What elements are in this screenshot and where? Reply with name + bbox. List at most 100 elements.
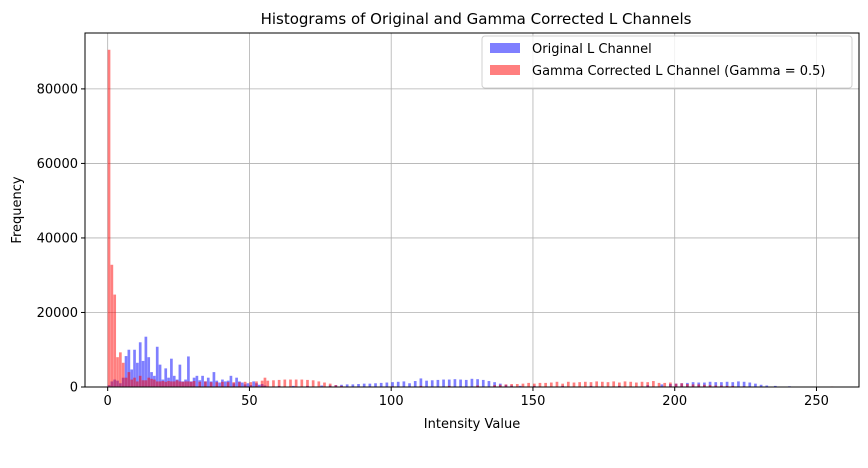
histogram-bar	[476, 379, 479, 387]
histogram-bar	[436, 379, 440, 387]
histogram-bar	[759, 384, 763, 387]
histogram-bar	[121, 362, 125, 387]
histogram-bar	[601, 381, 604, 387]
histogram-bar	[178, 381, 182, 387]
histogram-bar	[493, 382, 496, 387]
histogram-bar	[212, 372, 216, 387]
histogram-bar	[595, 381, 599, 387]
legend-swatch-gamma	[490, 65, 520, 75]
bars-layer	[107, 49, 834, 387]
histogram-bar	[215, 382, 219, 387]
histogram-bar	[487, 381, 491, 387]
histogram-bar	[187, 381, 190, 387]
histogram-bar	[731, 385, 735, 387]
histogram-bar	[127, 349, 131, 387]
histogram-bar	[272, 380, 275, 387]
histogram-bar	[204, 381, 207, 387]
histogram-bar	[476, 385, 479, 387]
histogram-bar	[629, 381, 633, 387]
x-axis-label: Intensity Value	[424, 417, 520, 432]
histogram-bar	[155, 346, 159, 387]
histogram-bar	[538, 382, 542, 387]
histogram-bar	[328, 383, 332, 387]
histogram-bar	[646, 382, 650, 387]
histogram-bar	[257, 384, 261, 387]
histogram-bar	[385, 382, 389, 387]
histogram-bar	[765, 385, 769, 387]
histogram-bar	[515, 384, 519, 387]
histogram-bar	[447, 379, 451, 387]
histogram-bar	[232, 382, 236, 387]
histogram-bar	[773, 385, 777, 387]
histogram-bar	[150, 378, 153, 387]
histogram-bar	[748, 382, 752, 387]
histogram-bar	[246, 383, 250, 387]
histogram-bar	[413, 381, 417, 387]
x-tick-label: 0	[104, 394, 112, 409]
legend-box	[481, 35, 853, 89]
histogram-bar	[532, 383, 536, 387]
histogram-bar	[116, 357, 119, 387]
histogram-bar	[703, 384, 706, 387]
histogram-bar	[544, 382, 547, 387]
histogram-bar	[572, 382, 576, 387]
histogram-bar	[260, 380, 264, 387]
histogram-bar	[618, 382, 621, 387]
histogram-bar	[155, 381, 159, 387]
histogram-bar	[164, 381, 168, 387]
histogram-bar	[311, 380, 315, 387]
histogram-bar	[442, 379, 445, 387]
histogram-bar	[660, 384, 664, 387]
histogram-bar	[124, 377, 128, 387]
y-tick-label: 80000	[37, 82, 78, 97]
histogram-bar	[391, 382, 394, 387]
histogram-bar	[419, 378, 423, 387]
histogram-bar	[130, 379, 134, 387]
histogram-bar	[635, 382, 638, 387]
plot-area-frame	[84, 32, 860, 388]
histogram-bar	[229, 375, 233, 387]
histogram-bar	[170, 381, 173, 387]
histogram-bar	[589, 382, 593, 387]
legend: Original L Channel Gamma Corrected L Cha…	[481, 35, 853, 89]
histogram-bar	[158, 364, 162, 387]
histogram-bar	[731, 382, 735, 387]
histogram-bar	[657, 382, 661, 387]
histogram-bar	[691, 384, 695, 387]
histogram-bar	[167, 381, 170, 387]
histogram-bar	[334, 385, 338, 387]
histogram-bar	[158, 381, 162, 387]
histogram-bar	[240, 382, 244, 387]
histogram-bar	[549, 382, 553, 387]
histogram-bar	[725, 381, 729, 387]
histogram-bar	[263, 377, 267, 387]
histogram-bar	[138, 342, 142, 387]
chart-title: Histograms of Original and Gamma Correct…	[261, 10, 692, 28]
histogram-bar	[218, 382, 221, 387]
x-tick-label: 50	[241, 394, 258, 409]
histogram-bar	[201, 375, 204, 387]
histogram-bar	[425, 380, 428, 387]
histogram-bar	[184, 381, 187, 387]
histogram-bar	[340, 385, 343, 387]
histogram-bar	[130, 369, 134, 387]
x-tick-label: 250	[804, 394, 829, 409]
histogram-bar	[277, 379, 281, 387]
histogram-bar	[357, 384, 360, 387]
histogram-bar	[144, 380, 148, 387]
y-tick-label: 20000	[37, 306, 78, 321]
legend-swatch-original	[490, 43, 520, 53]
histogram-bar	[300, 379, 304, 387]
histogram-bar	[697, 384, 701, 387]
histogram-bar	[198, 381, 202, 387]
histogram-bar	[396, 381, 400, 387]
histogram-bar	[351, 384, 355, 387]
histogram-bar	[663, 382, 667, 387]
histogram-bar	[209, 382, 213, 387]
histogram-bar	[238, 382, 241, 387]
histogram-bar	[175, 380, 179, 387]
histogram-bar	[720, 385, 723, 387]
histogram-bar	[289, 379, 292, 387]
